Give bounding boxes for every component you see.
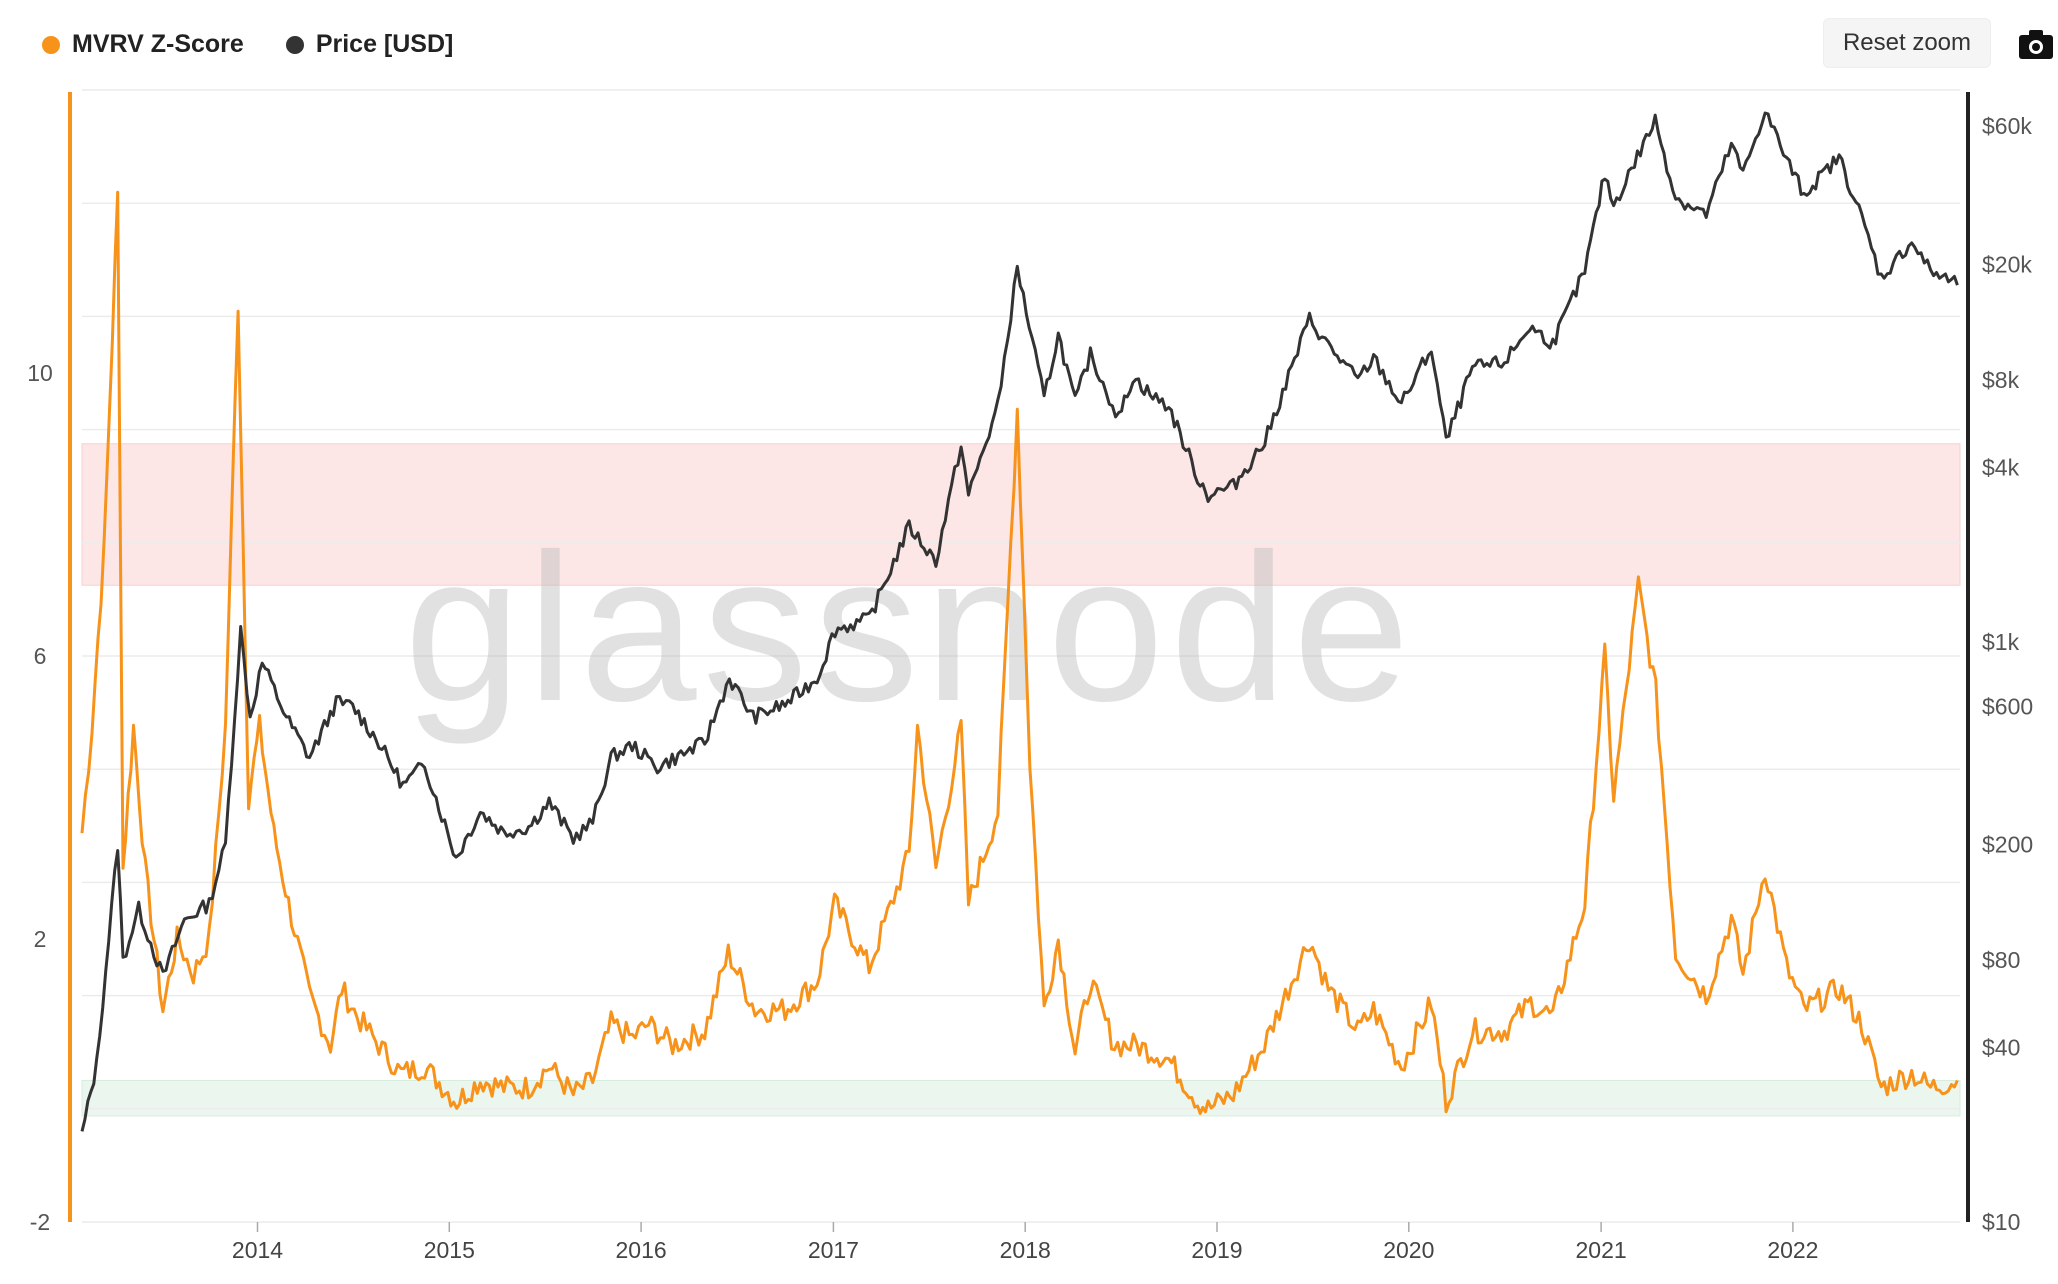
right-tick-label: $60k [1982, 113, 2032, 139]
left-tick-label: 10 [27, 360, 53, 386]
x-tick-label: 2016 [616, 1237, 667, 1263]
x-tick-label: 2017 [808, 1237, 859, 1263]
right-tick-label: $20k [1982, 252, 2032, 278]
price-legend-marker [285, 35, 304, 54]
zscore-line [80, 190, 1959, 1115]
chart-axes [68, 92, 1970, 1232]
right-tick-label: $4k [1982, 454, 2020, 480]
x-tick-label: 2018 [1000, 1237, 1051, 1263]
right-tick-label: $10 [1982, 1209, 2020, 1235]
glassnode-watermark: glassnode [404, 510, 1415, 745]
right-tick-label: $8k [1982, 367, 2020, 393]
right-tick-label: $40 [1982, 1034, 2020, 1060]
left-tick-label: 2 [34, 926, 47, 952]
chart-legend: MVRV Z-Score Price [USD] [42, 30, 453, 59]
left-tick-label: 6 [34, 643, 47, 669]
legend-item-price[interactable]: Price [USD] [285, 30, 454, 59]
right-tick-label: $600 [1982, 693, 2033, 719]
left-tick-label: -2 [30, 1209, 50, 1235]
reset-zoom-button[interactable]: Reset zoom [1823, 18, 1991, 68]
x-tick-label: 2015 [424, 1237, 475, 1263]
chart-axis-labels: 10 6 2 -2 $60k $20k $8k $4k $1k $600 $200 $80 $40 $10… [27, 113, 2033, 1263]
x-tick-label: 2021 [1576, 1237, 1627, 1263]
x-tick-label: 2020 [1383, 1237, 1434, 1263]
legend-item-zscore[interactable]: MVRV Z-Score [42, 30, 244, 59]
green-band [81, 1080, 1961, 1117]
right-tick-label: $200 [1982, 832, 2033, 858]
legend-label-zscore: MVRV Z-Score [72, 30, 244, 58]
camera-icon[interactable] [2018, 28, 2054, 60]
x-tick-label: 2014 [232, 1237, 283, 1263]
price-line [80, 111, 1959, 1132]
right-tick-label: $80 [1982, 947, 2020, 973]
right-tick-label: $1k [1982, 629, 2020, 655]
x-tick-label: 2019 [1191, 1237, 1242, 1263]
zscore-legend-marker [42, 35, 60, 54]
chart-series [80, 111, 1959, 1132]
legend-label-price: Price [USD] [315, 30, 454, 58]
x-tick-label: 2022 [1767, 1237, 1818, 1263]
